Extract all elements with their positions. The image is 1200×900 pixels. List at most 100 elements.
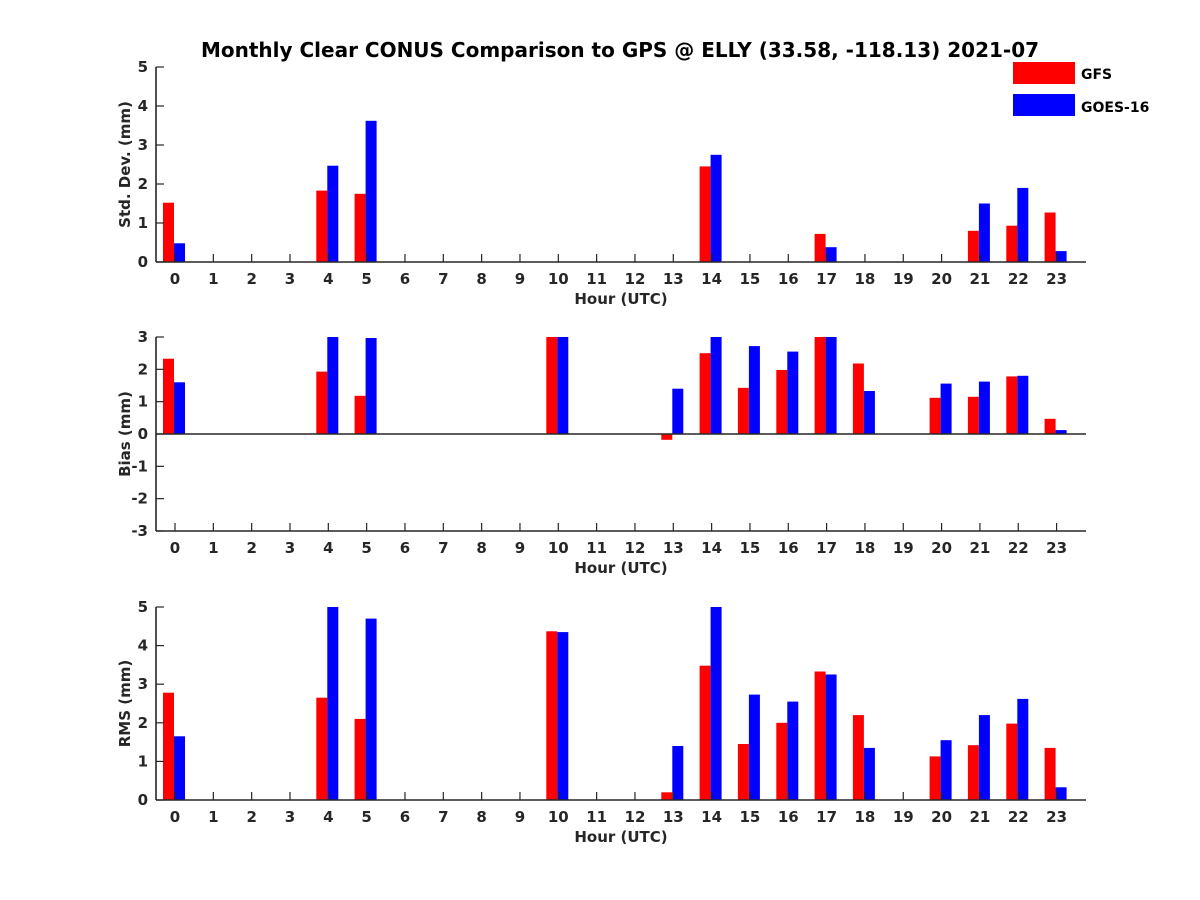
x-tick-label: 16 [778,270,799,288]
x-tick-label: 23 [1046,270,1067,288]
x-tick-label: 15 [740,808,761,826]
bar-goes16-4 [327,337,339,434]
x-tick-label: 23 [1046,539,1067,557]
x-tick-label: 8 [476,270,486,288]
y-tick-label: 2 [138,175,148,193]
y-tick-label: 0 [138,425,148,443]
y-tick-label: -1 [131,457,148,475]
bar-goes16-13 [672,388,684,434]
x-tick-label: 0 [170,539,180,557]
bar-gfs-5 [354,193,366,263]
x-tick-label: 7 [438,270,448,288]
x-tick-label: 21 [969,808,990,826]
bar-gfs-13 [661,792,673,800]
x-tick-label: 4 [323,539,333,557]
y-axis-label: RMS (mm) [116,660,134,747]
bar-goes16-21 [978,715,990,800]
bar-goes16-15 [748,346,760,434]
x-tick-label: 14 [701,808,722,826]
bar-gfs-0 [163,202,174,262]
x-tick-label: 15 [740,539,761,557]
bar-gfs-17 [814,337,826,434]
bar-goes16-20 [940,383,952,434]
bar-gfs-10 [546,631,558,800]
legend-swatch-gfs [1013,62,1075,84]
bar-gfs-4 [316,190,328,262]
bar-gfs-14 [699,166,711,262]
x-tick-label: 0 [170,270,180,288]
x-tick-label: 8 [476,808,486,826]
x-tick-label: 2 [246,270,256,288]
x-tick-label: 20 [931,270,952,288]
x-tick-label: 13 [663,539,684,557]
bar-goes16-5 [365,338,377,434]
x-tick-label: 17 [816,270,837,288]
y-tick-label: 0 [138,253,148,271]
bar-goes16-18 [863,391,875,434]
x-tick-label: 12 [625,808,646,826]
bar-goes16-16 [787,351,799,434]
bar-gfs-21 [967,396,979,434]
legend-swatch-goes16 [1013,94,1075,116]
x-tick-label: 17 [816,808,837,826]
bar-goes16-16 [787,701,799,800]
x-tick-label: 22 [1008,270,1029,288]
bar-goes16-14 [710,607,722,800]
bar-goes16-13 [672,746,684,800]
y-tick-label: 1 [138,393,148,411]
legend-label-goes16: GOES-16 [1081,100,1149,116]
y-tick-label: 2 [138,714,148,732]
x-tick-label: 4 [323,270,333,288]
x-tick-label: 1 [208,808,218,826]
y-tick-label: 4 [138,637,148,655]
bar-gfs-16 [776,722,788,800]
bar-goes16-14 [710,337,722,434]
x-tick-label: 3 [285,808,295,826]
bar-gfs-14 [699,665,711,800]
bar-goes16-17 [825,337,837,434]
bar-gfs-13 [661,434,673,440]
x-tick-label: 1 [208,539,218,557]
x-tick-label: 20 [931,808,952,826]
bar-gfs-5 [354,718,366,800]
x-tick-label: 11 [586,539,607,557]
bar-gfs-17 [814,233,826,262]
bar-goes16-14 [710,154,722,263]
bar-gfs-0 [163,692,174,800]
bar-gfs-10 [546,337,558,434]
x-tick-label: 14 [701,270,722,288]
x-tick-label: 16 [778,808,799,826]
bar-gfs-4 [316,371,328,434]
x-tick-label: 21 [969,270,990,288]
x-tick-label: 22 [1008,808,1029,826]
x-tick-label: 19 [893,808,914,826]
bar-gfs-23 [1044,747,1056,800]
chart-title: Monthly Clear CONUS Comparison to GPS @ … [201,38,1039,62]
bar-goes16-0 [174,736,185,800]
bar-gfs-14 [699,353,711,434]
bar-goes16-23 [1055,251,1067,262]
x-tick-label: 5 [361,270,371,288]
x-tick-label: 22 [1008,539,1029,557]
x-tick-label: 9 [515,808,525,826]
bar-goes16-18 [863,747,875,800]
x-tick-label: 7 [438,539,448,557]
x-tick-label: 1 [208,270,218,288]
x-tick-label: 16 [778,539,799,557]
x-tick-label: 5 [361,539,371,557]
x-tick-label: 5 [361,808,371,826]
x-tick-label: 19 [893,539,914,557]
x-tick-label: 10 [548,808,569,826]
x-tick-label: 14 [701,539,722,557]
bar-gfs-4 [316,697,328,800]
bar-goes16-10 [557,632,569,800]
bar-goes16-22 [1017,698,1029,800]
x-axis-label: Hour (UTC) [574,290,667,308]
x-tick-label: 18 [855,270,876,288]
bar-goes16-4 [327,607,339,800]
x-tick-label: 12 [625,270,646,288]
x-tick-label: 9 [515,539,525,557]
